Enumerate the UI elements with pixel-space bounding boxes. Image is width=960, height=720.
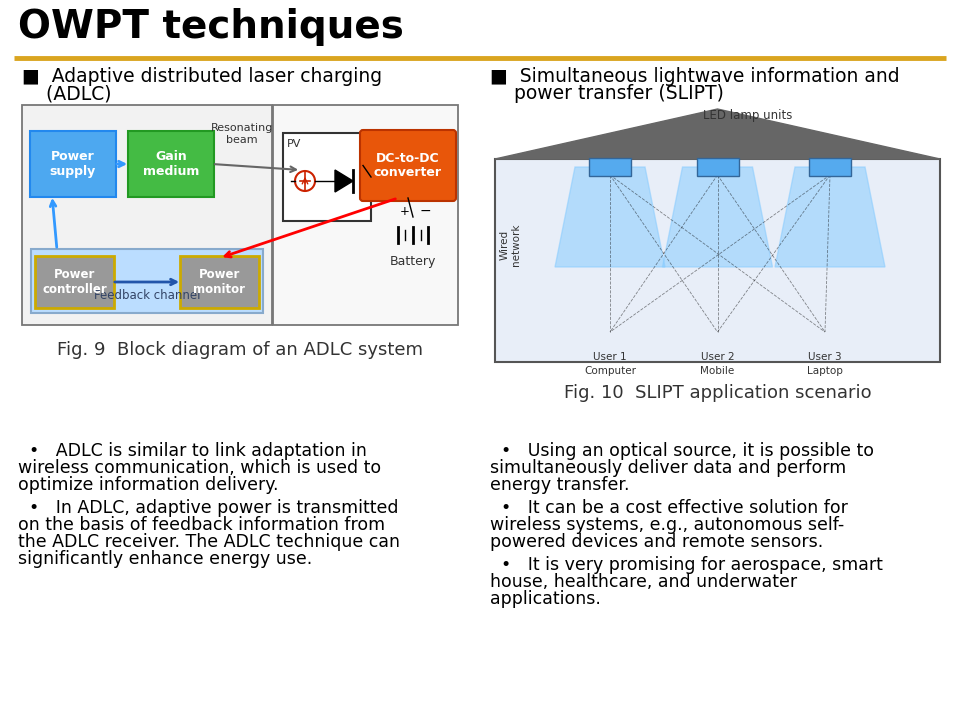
FancyBboxPatch shape [697, 158, 738, 176]
Text: energy transfer.: energy transfer. [490, 476, 630, 494]
FancyBboxPatch shape [30, 131, 116, 197]
Text: Battery: Battery [390, 255, 436, 268]
Text: •   It is very promising for aerospace, smart: • It is very promising for aerospace, sm… [490, 556, 883, 574]
Text: −: − [420, 204, 432, 218]
Text: house, healthcare, and underwater: house, healthcare, and underwater [490, 573, 797, 591]
Text: User 2: User 2 [701, 352, 734, 362]
Text: •   In ADLC, adaptive power is transmitted: • In ADLC, adaptive power is transmitted [18, 499, 398, 517]
Text: Wired
network: Wired network [499, 223, 520, 266]
Text: on the basis of feedback information from: on the basis of feedback information fro… [18, 516, 385, 534]
FancyBboxPatch shape [180, 256, 259, 308]
Text: •   ADLC is similar to link adaptation in: • ADLC is similar to link adaptation in [18, 442, 367, 460]
Text: Power
monitor: Power monitor [194, 268, 246, 296]
Text: (ADLC): (ADLC) [22, 84, 111, 103]
Text: optimize information delivery.: optimize information delivery. [18, 476, 278, 494]
Text: User 1: User 1 [593, 352, 627, 362]
Text: •   It can be a cost effective solution for: • It can be a cost effective solution fo… [490, 499, 848, 517]
Text: User 3: User 3 [808, 352, 842, 362]
Text: OWPT techniques: OWPT techniques [18, 8, 404, 46]
Text: Power
controller: Power controller [42, 268, 107, 296]
Text: DC-to-DC
converter: DC-to-DC converter [374, 151, 442, 179]
Text: Mobile: Mobile [701, 366, 734, 376]
Text: Gain
medium: Gain medium [143, 150, 199, 178]
Polygon shape [335, 170, 353, 192]
Text: LED lamp units: LED lamp units [703, 109, 792, 122]
FancyBboxPatch shape [22, 105, 272, 325]
Text: applications.: applications. [490, 590, 601, 608]
Text: Fig. 10  SLIPT application scenario: Fig. 10 SLIPT application scenario [564, 384, 872, 402]
Text: •   Using an optical source, it is possible to: • Using an optical source, it is possibl… [490, 442, 874, 460]
Text: Computer: Computer [584, 366, 636, 376]
Text: wireless systems, e.g., autonomous self-: wireless systems, e.g., autonomous self- [490, 516, 844, 534]
FancyBboxPatch shape [495, 159, 940, 362]
Text: wireless communication, which is used to: wireless communication, which is used to [18, 459, 381, 477]
FancyBboxPatch shape [283, 133, 371, 221]
Text: PV: PV [287, 139, 301, 149]
Text: Laptop: Laptop [807, 366, 843, 376]
FancyBboxPatch shape [360, 130, 456, 201]
Polygon shape [775, 167, 885, 267]
FancyBboxPatch shape [35, 256, 114, 308]
FancyBboxPatch shape [273, 105, 458, 325]
FancyBboxPatch shape [809, 158, 851, 176]
Text: the ADLC receiver. The ADLC technique can: the ADLC receiver. The ADLC technique ca… [18, 533, 400, 551]
FancyBboxPatch shape [589, 158, 631, 176]
Text: powered devices and remote sensors.: powered devices and remote sensors. [490, 533, 824, 551]
Text: simultaneously deliver data and perform: simultaneously deliver data and perform [490, 459, 847, 477]
Polygon shape [662, 167, 773, 267]
Polygon shape [555, 167, 665, 267]
Text: ■  Simultaneous lightwave information and: ■ Simultaneous lightwave information and [490, 67, 900, 86]
FancyBboxPatch shape [128, 131, 214, 197]
Text: Resonating
beam: Resonating beam [211, 123, 274, 145]
Text: significantly enhance energy use.: significantly enhance energy use. [18, 550, 312, 568]
Text: ■  Adaptive distributed laser charging: ■ Adaptive distributed laser charging [22, 67, 382, 86]
Text: +: + [400, 205, 410, 218]
Text: power transfer (SLIPT): power transfer (SLIPT) [490, 84, 724, 103]
FancyBboxPatch shape [31, 249, 263, 313]
Text: Power
supply: Power supply [50, 150, 96, 178]
Text: Fig. 9  Block diagram of an ADLC system: Fig. 9 Block diagram of an ADLC system [57, 341, 423, 359]
Text: Feedback channel: Feedback channel [94, 289, 201, 302]
Polygon shape [495, 109, 940, 159]
